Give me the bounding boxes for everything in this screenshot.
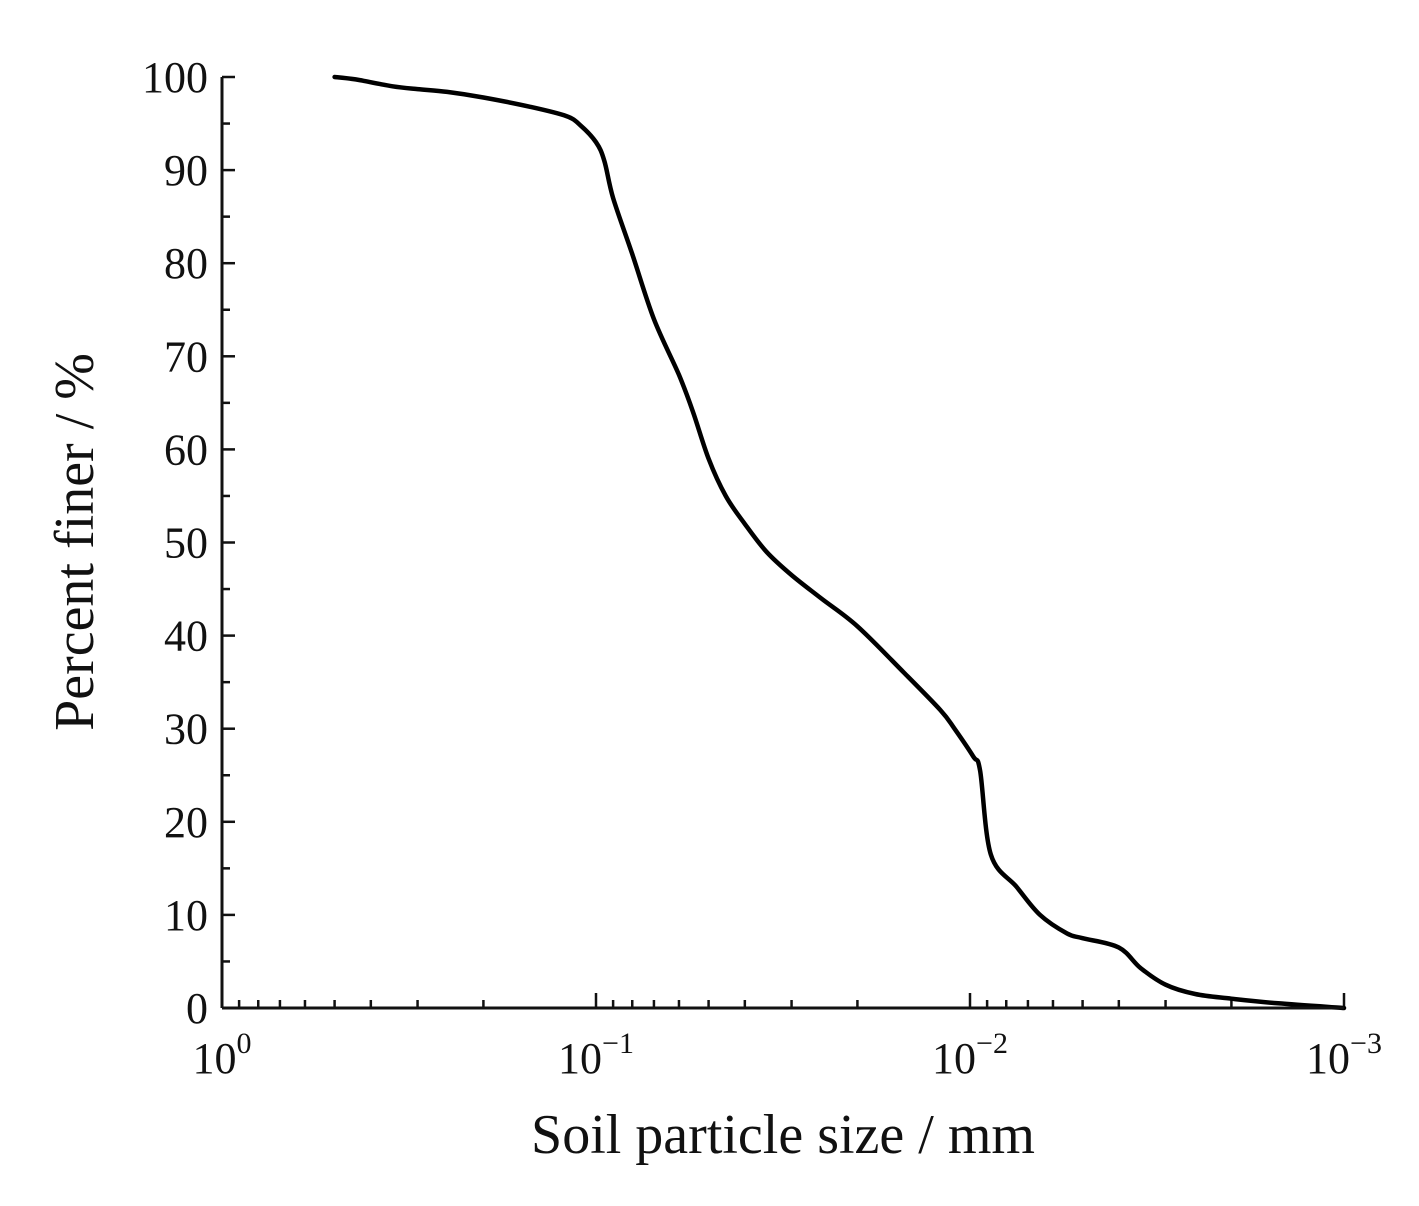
y-tick-label: 90 bbox=[164, 146, 208, 195]
y-axis-title: Percent finer / % bbox=[44, 353, 106, 731]
axis-ticks bbox=[220, 75, 1346, 1010]
y-tick-label: 50 bbox=[164, 519, 208, 568]
y-tick-label: 0 bbox=[186, 984, 208, 1033]
y-tick-label: 70 bbox=[164, 332, 208, 381]
x-tick-label: 10−1 bbox=[558, 1027, 634, 1083]
y-tick-label: 40 bbox=[164, 612, 208, 661]
x-tick-label: 10−3 bbox=[1306, 1027, 1382, 1083]
x-tick-label: 100 bbox=[193, 1027, 252, 1083]
x-axis-title: Soil particle size / mm bbox=[531, 1104, 1035, 1166]
y-tick-label: 100 bbox=[142, 53, 208, 102]
y-tick-label: 30 bbox=[164, 705, 208, 754]
x-tick-label: 10−2 bbox=[932, 1027, 1008, 1083]
tick-labels: 0 10 20 30 40 50 60 70 80 90 100 100 10−1 10−2 10−3 bbox=[142, 53, 1382, 1083]
grading-curve-line bbox=[332, 74, 1347, 1011]
y-tick-label: 20 bbox=[164, 798, 208, 847]
y-tick-label: 10 bbox=[164, 891, 208, 940]
y-tick-label: 60 bbox=[164, 425, 208, 474]
y-tick-label: 80 bbox=[164, 239, 208, 288]
